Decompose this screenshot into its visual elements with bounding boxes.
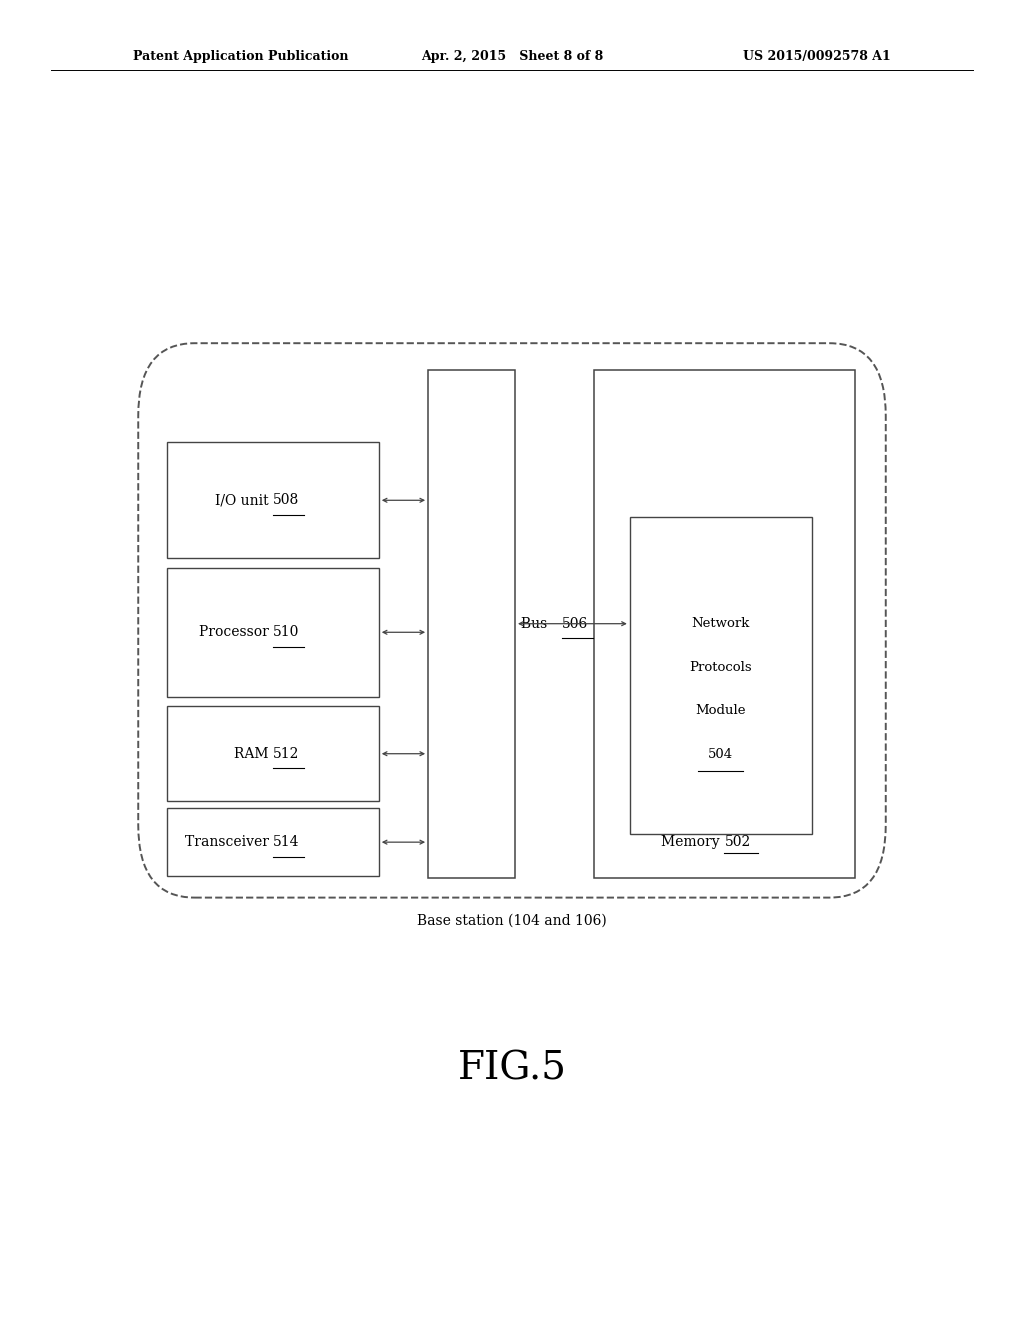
Text: Patent Application Publication: Patent Application Publication: [133, 50, 348, 63]
Bar: [167, 706, 379, 801]
Text: Network: Network: [691, 616, 751, 630]
Bar: [428, 370, 515, 878]
Text: Processor: Processor: [199, 626, 272, 639]
Text: 506: 506: [562, 616, 589, 631]
Text: Module: Module: [695, 704, 746, 717]
FancyBboxPatch shape: [138, 343, 886, 898]
Text: Protocols: Protocols: [689, 660, 753, 673]
Text: 510: 510: [272, 626, 299, 639]
Text: 512: 512: [272, 747, 299, 760]
Text: 514: 514: [272, 836, 299, 849]
Text: I/O unit: I/O unit: [215, 494, 272, 507]
Bar: [167, 442, 379, 558]
Text: RAM: RAM: [234, 747, 272, 760]
Bar: [630, 517, 812, 834]
Text: Transceiver: Transceiver: [184, 836, 272, 849]
Text: Memory: Memory: [662, 834, 725, 849]
Text: 508: 508: [272, 494, 299, 507]
Bar: [167, 808, 379, 876]
Bar: [594, 370, 855, 878]
Text: 504: 504: [709, 747, 733, 760]
Text: US 2015/0092578 A1: US 2015/0092578 A1: [743, 50, 891, 63]
Text: Bus: Bus: [521, 616, 556, 631]
Bar: [167, 568, 379, 697]
Text: Apr. 2, 2015   Sheet 8 of 8: Apr. 2, 2015 Sheet 8 of 8: [421, 50, 603, 63]
Text: Base station (104 and 106): Base station (104 and 106): [417, 913, 607, 928]
Text: 502: 502: [725, 834, 751, 849]
Text: FIG.5: FIG.5: [458, 1051, 566, 1088]
